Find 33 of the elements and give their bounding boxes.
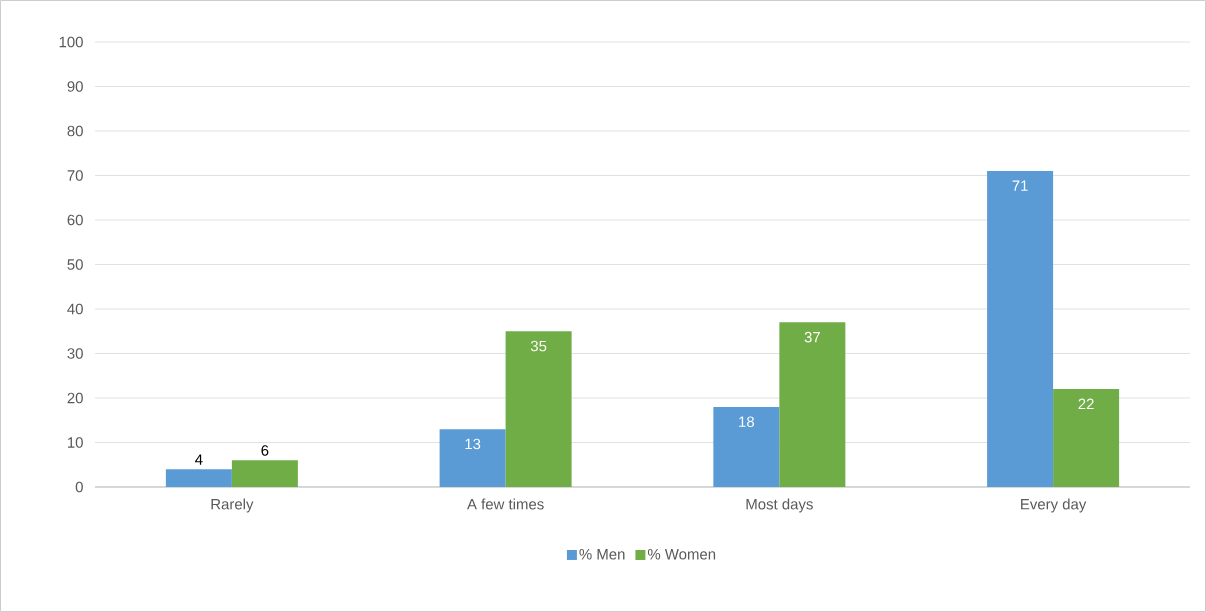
y-tick-label: 100 — [59, 36, 83, 48]
x-tick-label: Rarely — [211, 498, 254, 513]
data-label: 37 — [804, 331, 820, 343]
y-tick-label: 0 — [75, 481, 83, 493]
data-label: 4 — [195, 454, 203, 465]
bar — [779, 322, 846, 487]
y-tick-label: 50 — [67, 259, 83, 270]
data-label: 22 — [1078, 398, 1094, 410]
y-tick-label: 80 — [67, 125, 83, 137]
y-tick-label: 20 — [67, 392, 83, 404]
bar — [987, 171, 1054, 487]
y-tick-label: 60 — [67, 214, 83, 226]
bar — [1053, 389, 1120, 487]
x-tick-label: Most days — [746, 498, 813, 513]
y-tick-label: 10 — [68, 437, 83, 448]
data-label: 18 — [739, 416, 755, 427]
y-tick-label: 40 — [67, 303, 83, 315]
bar — [713, 406, 780, 487]
bar — [505, 331, 572, 487]
y-tick-label: 30 — [67, 348, 83, 359]
y-tick-label: 70 — [67, 170, 83, 181]
legend-label: % Women — [647, 549, 716, 560]
bar — [165, 469, 232, 487]
data-label: 6 — [261, 445, 269, 456]
y-tick-label: 90 — [67, 81, 83, 92]
bar — [231, 460, 298, 487]
data-label: 35 — [530, 340, 547, 352]
x-tick-label: A few times — [467, 498, 544, 510]
bar — [439, 429, 506, 487]
data-label: 71 — [1012, 180, 1028, 191]
x-tick-label: Every day — [1021, 498, 1087, 513]
legend-label: % Men — [579, 549, 625, 560]
data-label: 13 — [465, 438, 481, 450]
